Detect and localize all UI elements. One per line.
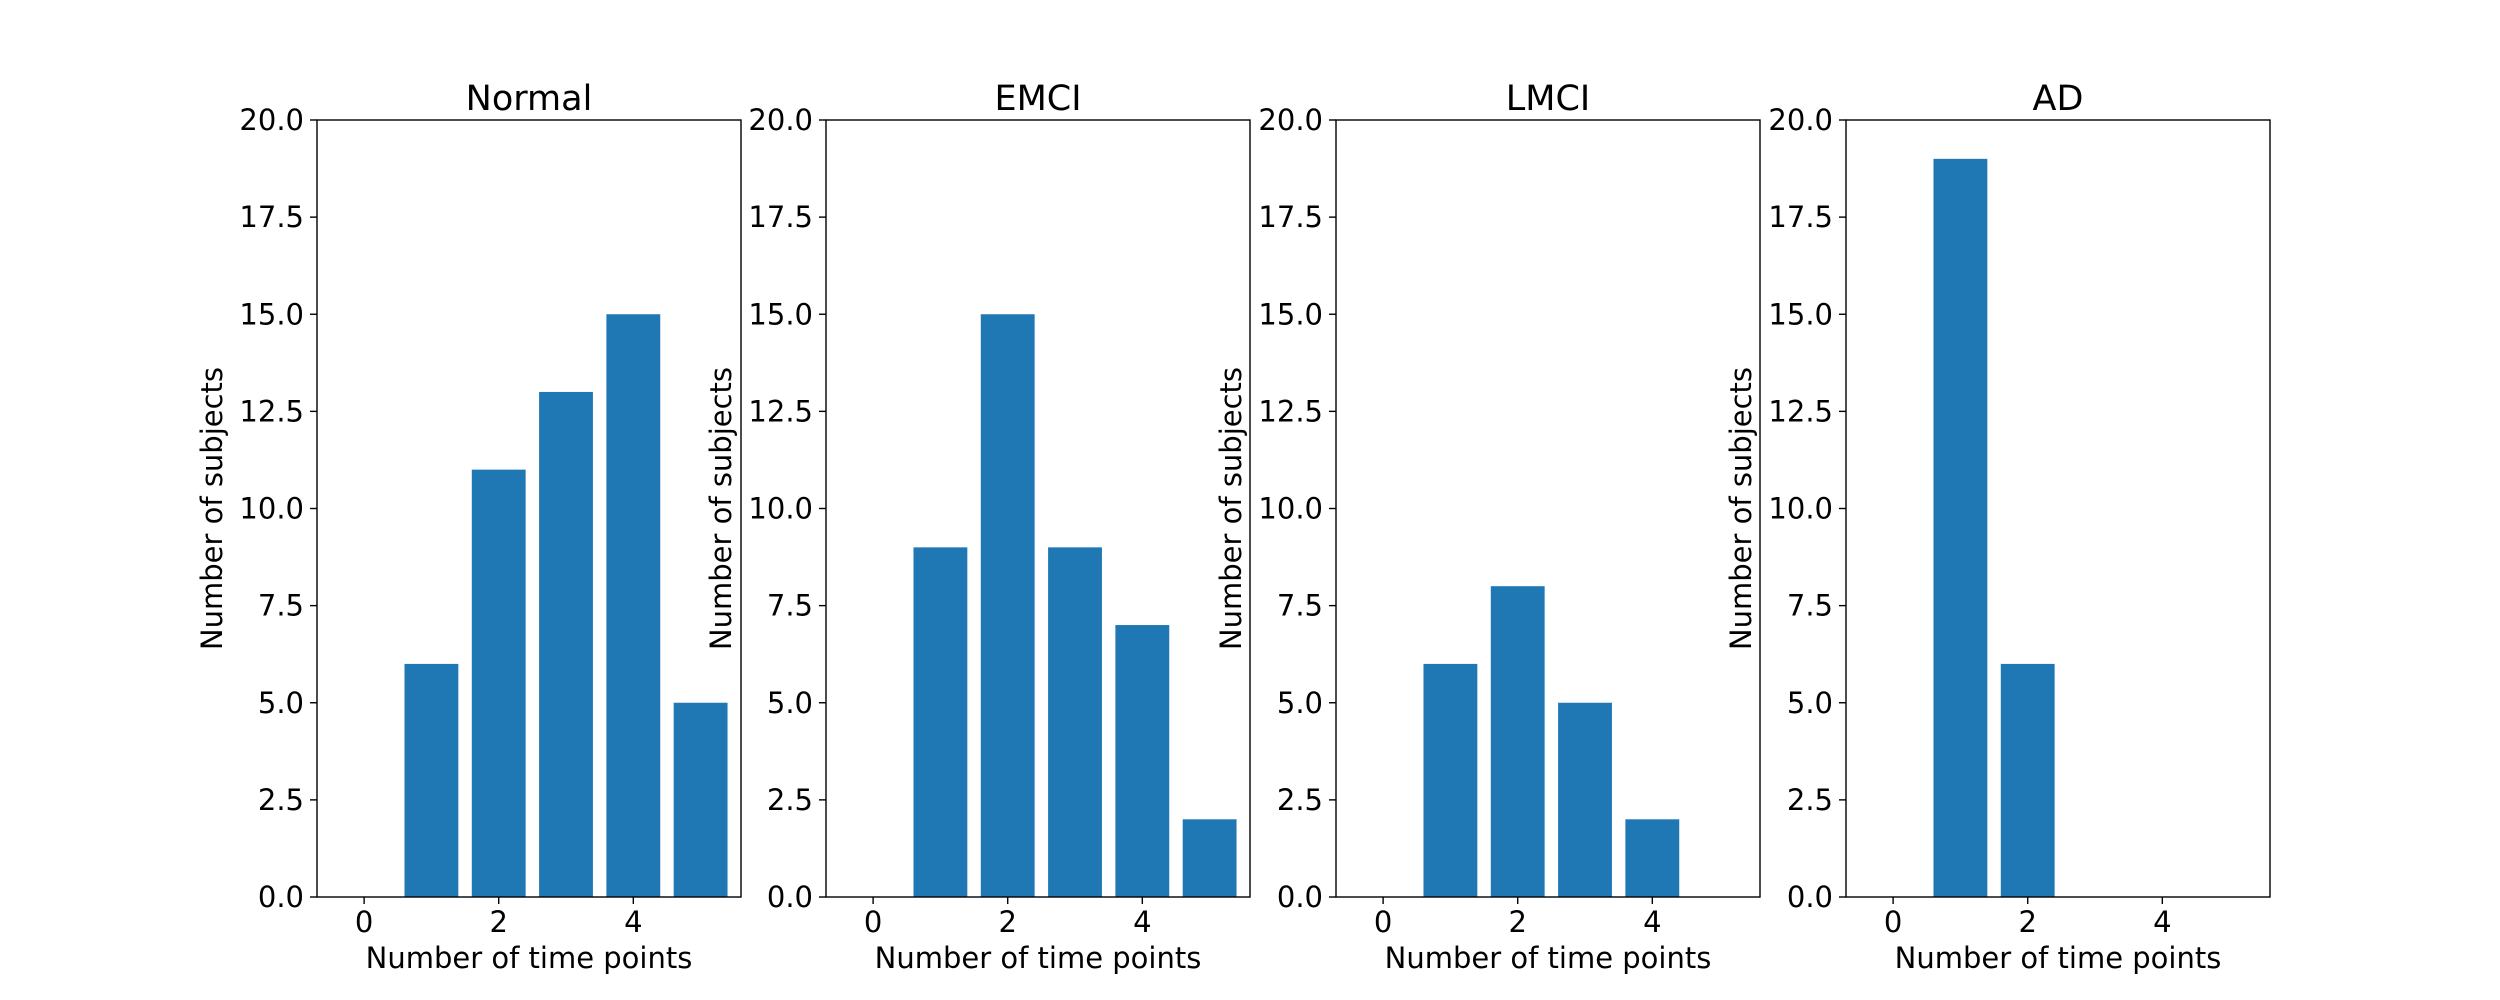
y-tick-label: 20.0 — [1768, 103, 1833, 137]
y-tick-label: 17.5 — [1768, 200, 1833, 234]
chart-3: 0.0 2.5 5.0 7.5 10.0 12.5 15.0 17.5 20.0 0 2 4 AD Num… — [1724, 79, 2271, 975]
y-tick-label: 0.0 — [1787, 880, 1833, 914]
y-ticks: 0.0 2.5 5.0 7.5 10.0 12.5 15.0 17.5 20.0 — [1768, 103, 1846, 914]
bar — [606, 314, 661, 897]
bar — [1115, 625, 1170, 897]
x-tick-label: 0 — [355, 905, 373, 939]
y-tick-label: 17.5 — [1258, 200, 1323, 234]
x-tick-label: 0 — [1884, 905, 1902, 939]
bar — [1625, 819, 1680, 897]
x-ticks: 0 2 4 — [1374, 897, 1662, 939]
y-tick-label: 20.0 — [239, 103, 304, 137]
y-tick-label: 12.5 — [239, 394, 304, 428]
y-ticks: 0.0 2.5 5.0 7.5 10.0 12.5 15.0 17.5 20.0 — [239, 103, 317, 914]
y-tick-label: 15.0 — [1768, 297, 1833, 331]
y-tick-label: 2.5 — [1787, 783, 1833, 817]
y-tick-label: 20.0 — [748, 103, 813, 137]
x-tick-label: 4 — [2153, 905, 2171, 939]
y-tick-label: 12.5 — [1768, 394, 1833, 428]
y-tick-label: 10.0 — [1768, 492, 1833, 526]
bar — [471, 469, 526, 897]
bar — [2000, 663, 2055, 897]
charts: 0.02.55.07.510.012.515.017.520.00 2 4Norma… — [195, 79, 2271, 975]
chart-title: EMCI — [994, 79, 1081, 119]
chart-title: LMCI — [1506, 79, 1590, 119]
y-tick-label: 0.0 — [767, 880, 813, 914]
x-ticks: 0 2 4 — [864, 897, 1152, 939]
y-tick-label: 12.5 — [748, 394, 813, 428]
bar — [1933, 158, 1988, 898]
x-ticks: 0 2 4 — [1884, 897, 2172, 939]
y-tick-label: 5.0 — [767, 686, 813, 720]
bar — [673, 702, 728, 897]
x-axis-label: Number of time points — [875, 941, 1202, 975]
y-tick-label: 17.5 — [748, 200, 813, 234]
x-tick-label: 2 — [489, 905, 507, 939]
bars — [404, 314, 728, 897]
bar — [1182, 819, 1237, 897]
chart-title: Normal — [466, 79, 593, 119]
x-tick-label: 4 — [1643, 905, 1661, 939]
x-axis-label: Number of time points — [1385, 941, 1712, 975]
bar — [1423, 663, 1478, 897]
y-axis-label: Number of subjects — [1724, 367, 1758, 650]
bar — [404, 663, 459, 897]
y-axis-label: Number of subjects — [704, 367, 738, 650]
x-tick-label: 4 — [624, 905, 642, 939]
y-axis-label: Number of subjects — [1214, 367, 1248, 650]
x-tick-label: 2 — [1508, 905, 1526, 939]
bar — [1490, 586, 1545, 897]
chart-2: 0.0 2.5 5.0 7.5 10.0 12.5 15.0 17.5 20.0 0 2 4 LMCI N… — [1214, 79, 1761, 975]
y-tick-label: 12.5 — [1258, 394, 1323, 428]
y-tick-label: 10.0 — [239, 492, 304, 526]
y-tick-label: 0.0 — [258, 880, 304, 914]
x-axis-label: Number of time points — [366, 941, 693, 975]
chart-1: 0.0 2.5 5.0 7.5 10.0 12.5 15.0 17.5 20.0 0 2 4 EMCI N… — [704, 79, 1251, 975]
y-tick-label: 0.0 — [1277, 880, 1323, 914]
x-tick-label: 2 — [998, 905, 1016, 939]
bar — [539, 391, 593, 897]
y-tick-label: 7.5 — [1277, 589, 1323, 623]
y-tick-label: 2.5 — [1277, 783, 1323, 817]
bars — [1423, 586, 1680, 897]
y-tick-label: 5.0 — [1787, 686, 1833, 720]
bars — [913, 314, 1237, 897]
y-ticks: 0.0 2.5 5.0 7.5 10.0 12.5 15.0 17.5 20.0 — [748, 103, 826, 914]
bar — [1048, 547, 1102, 897]
x-ticks: 0 2 4 — [355, 897, 643, 939]
y-tick-label: 7.5 — [258, 589, 304, 623]
y-tick-label: 2.5 — [767, 783, 813, 817]
y-tick-label: 17.5 — [239, 200, 304, 234]
chart-title: AD — [2033, 79, 2084, 119]
y-tick-label: 15.0 — [239, 297, 304, 331]
y-tick-label: 7.5 — [1787, 589, 1833, 623]
y-tick-label: 10.0 — [1258, 492, 1323, 526]
x-tick-label: 2 — [2018, 905, 2036, 939]
bars — [1933, 158, 2055, 898]
bar — [980, 314, 1035, 897]
x-tick-label: 0 — [864, 905, 882, 939]
y-tick-label: 7.5 — [767, 589, 813, 623]
y-tick-label: 5.0 — [258, 686, 304, 720]
y-tick-label: 2.5 — [258, 783, 304, 817]
bar — [913, 547, 968, 897]
y-tick-label: 20.0 — [1258, 103, 1323, 137]
y-ticks: 0.0 2.5 5.0 7.5 10.0 12.5 15.0 17.5 20.0 — [1258, 103, 1336, 914]
y-tick-label: 10.0 — [748, 492, 813, 526]
x-tick-label: 4 — [1133, 905, 1151, 939]
x-tick-label: 0 — [1374, 905, 1392, 939]
x-axis-label: Number of time points — [1895, 941, 2222, 975]
y-tick-label: 15.0 — [1258, 297, 1323, 331]
y-tick-label: 5.0 — [1277, 686, 1323, 720]
bar — [1558, 702, 1612, 897]
chart-0: 0.0 2.5 5.0 7.5 10.0 12.5 15.0 17.5 20.0 0 2 4 Norma… — [195, 79, 742, 975]
y-tick-label: 15.0 — [748, 297, 813, 331]
y-axis-label: Number of subjects — [195, 367, 229, 650]
